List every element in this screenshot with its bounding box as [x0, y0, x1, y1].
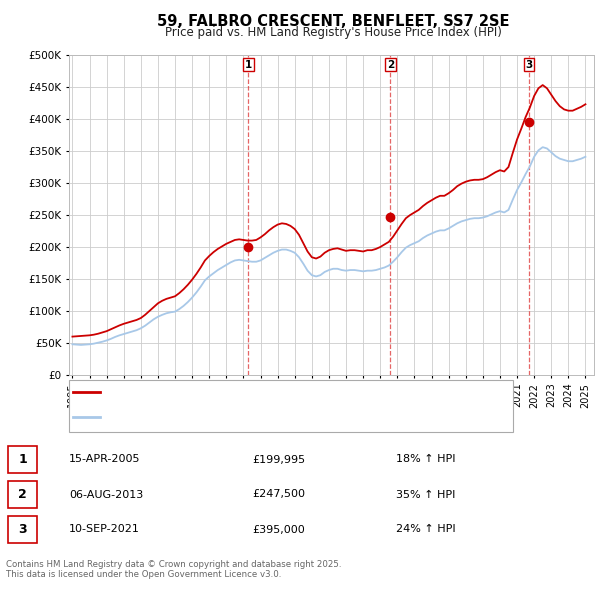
- Text: 3: 3: [18, 523, 27, 536]
- Text: 1: 1: [18, 453, 27, 466]
- Text: 15-APR-2005: 15-APR-2005: [69, 454, 140, 464]
- Text: HPI: Average price, semi-detached house, Castle Point: HPI: Average price, semi-detached house,…: [104, 410, 388, 420]
- Text: 35% ↑ HPI: 35% ↑ HPI: [396, 490, 455, 500]
- Text: 06-AUG-2013: 06-AUG-2013: [69, 490, 143, 500]
- Text: 1: 1: [245, 60, 252, 70]
- Text: 18% ↑ HPI: 18% ↑ HPI: [396, 454, 455, 464]
- Text: 10-SEP-2021: 10-SEP-2021: [69, 525, 140, 535]
- Bar: [8, 446, 37, 473]
- Text: £247,500: £247,500: [252, 490, 305, 500]
- Text: 2: 2: [18, 488, 27, 501]
- Text: Price paid vs. HM Land Registry's House Price Index (HPI): Price paid vs. HM Land Registry's House …: [164, 26, 502, 39]
- Text: £199,995: £199,995: [252, 454, 305, 464]
- Bar: [8, 516, 37, 543]
- Text: Contains HM Land Registry data © Crown copyright and database right 2025.
This d: Contains HM Land Registry data © Crown c…: [6, 560, 341, 579]
- Text: 3: 3: [525, 60, 532, 70]
- Text: 59, FALBRO CRESCENT, BENFLEET, SS7 2SE (semi-detached house): 59, FALBRO CRESCENT, BENFLEET, SS7 2SE (…: [104, 385, 455, 395]
- Bar: [8, 481, 37, 508]
- Text: 24% ↑ HPI: 24% ↑ HPI: [396, 525, 455, 535]
- Text: 2: 2: [387, 60, 394, 70]
- Text: £395,000: £395,000: [252, 525, 305, 535]
- Text: 59, FALBRO CRESCENT, BENFLEET, SS7 2SE: 59, FALBRO CRESCENT, BENFLEET, SS7 2SE: [157, 14, 509, 28]
